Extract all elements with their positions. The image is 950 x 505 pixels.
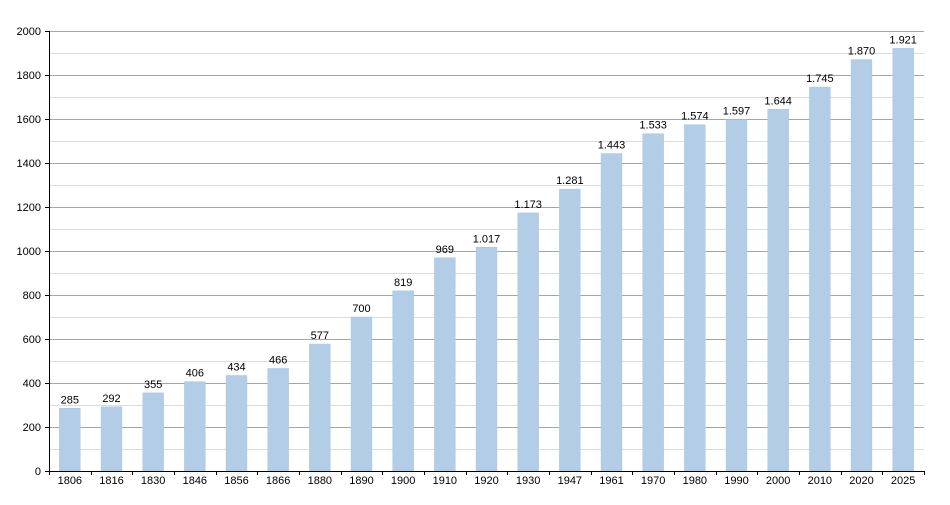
- x-tick-label-1947: 1947: [558, 475, 582, 487]
- bar-1920: [475, 247, 498, 472]
- x-tick-label-1920: 1920: [474, 475, 498, 487]
- data-label-1990: 1.597: [723, 106, 751, 118]
- bar-1947: [559, 188, 581, 472]
- bar-2025: [892, 48, 914, 472]
- data-label-1910: 969: [436, 244, 454, 256]
- x-tick-label-1806: 1806: [58, 475, 82, 487]
- y-tick-label-2000: 2000: [17, 26, 41, 38]
- y-tick-label-200: 200: [23, 422, 41, 434]
- y-tick-label-1000: 1000: [17, 246, 41, 258]
- data-label-1961: 1.443: [598, 140, 626, 152]
- x-tick-label-1846: 1846: [183, 475, 207, 487]
- data-label-1866: 466: [269, 354, 287, 366]
- data-label-1930: 1.173: [514, 199, 542, 211]
- bar-1910: [434, 257, 456, 472]
- y-tick-label-0: 0: [35, 466, 41, 478]
- x-tick-label-1930: 1930: [516, 475, 540, 487]
- data-label-1830: 355: [144, 379, 162, 391]
- bar-1930: [517, 212, 539, 472]
- bar-2020: [850, 59, 873, 472]
- y-tick-label-1600: 1600: [17, 114, 41, 126]
- data-label-2025: 1.921: [889, 34, 917, 46]
- x-tick-label-1990: 1990: [724, 475, 748, 487]
- x-tick-label-2000: 2000: [766, 475, 790, 487]
- data-labels: 285 292 355 406 434 466 577 700 819 969 1.017 1.173…: [61, 34, 917, 406]
- bar-2010: [809, 86, 831, 472]
- x-tick-label-2025: 2025: [891, 475, 915, 487]
- data-label-1947: 1.281: [556, 175, 584, 187]
- bar-1961: [600, 153, 623, 472]
- x-tick-label-1880: 1880: [308, 475, 332, 487]
- data-label-1846: 406: [186, 368, 204, 380]
- x-tick-label-1866: 1866: [266, 475, 290, 487]
- bar-1970: [642, 133, 664, 472]
- bar-1806: [59, 408, 81, 472]
- x-tick-label-2020: 2020: [849, 475, 873, 487]
- y-tick-label-800: 800: [23, 290, 41, 302]
- bars: [59, 48, 914, 472]
- data-label-1970: 1.533: [639, 120, 667, 132]
- data-label-1920: 1.017: [473, 233, 501, 245]
- bar-1830: [142, 392, 164, 472]
- x-tick-label-1961: 1961: [599, 475, 623, 487]
- x-tick-label-1980: 1980: [683, 475, 707, 487]
- y-tick-label-400: 400: [23, 378, 41, 390]
- bar-1816: [100, 406, 123, 472]
- bar-1890: [350, 316, 373, 472]
- data-label-1856: 434: [227, 362, 245, 374]
- bar-1980: [684, 124, 706, 472]
- y-tick-label-1800: 1800: [17, 70, 41, 82]
- data-label-1980: 1.574: [681, 111, 709, 123]
- data-label-1890: 700: [352, 303, 370, 315]
- x-tick-label-1816: 1816: [99, 475, 123, 487]
- x-tick-label-2010: 2010: [808, 475, 832, 487]
- data-label-2010: 1.745: [806, 73, 834, 85]
- bar-1900: [392, 290, 414, 472]
- bar-1880: [309, 343, 331, 472]
- y-tick-label-1200: 1200: [17, 202, 41, 214]
- x-tick-label-1856: 1856: [224, 475, 248, 487]
- bar-1990: [725, 119, 748, 472]
- axes: 1806 1816 1830 1846 1856 1866 1880 1890 1900 1910…: [17, 26, 925, 487]
- data-label-1806: 285: [61, 394, 79, 406]
- bar-2000: [767, 109, 789, 472]
- y-tick-label-1400: 1400: [17, 158, 41, 170]
- data-label-2000: 1.644: [764, 95, 792, 107]
- bar-1856: [225, 375, 248, 472]
- y-tick-label-600: 600: [23, 334, 41, 346]
- data-label-1900: 819: [394, 277, 412, 289]
- bar-1846: [184, 381, 206, 472]
- x-tick-label-1890: 1890: [349, 475, 373, 487]
- data-label-2020: 1.870: [848, 46, 876, 58]
- bar-1866: [267, 368, 289, 472]
- x-tick-label-1970: 1970: [641, 475, 665, 487]
- x-tick-label-1910: 1910: [433, 475, 457, 487]
- data-label-1816: 292: [102, 393, 120, 405]
- x-tick-label-1900: 1900: [391, 475, 415, 487]
- data-label-1880: 577: [311, 330, 329, 342]
- x-tick-label-1830: 1830: [141, 475, 165, 487]
